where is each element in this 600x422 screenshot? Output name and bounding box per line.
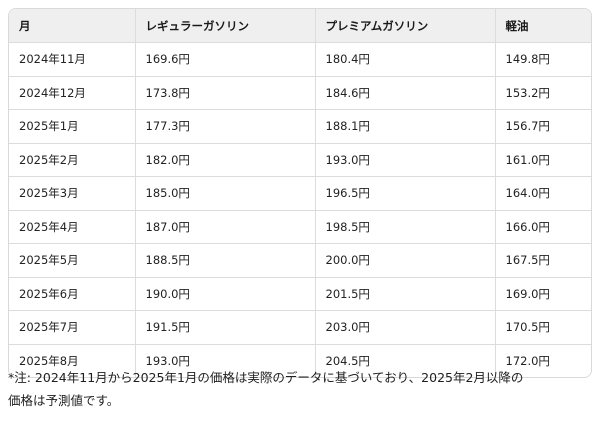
cell-diesel: 166.0円: [495, 210, 591, 244]
cell-month: 2025年3月: [9, 176, 136, 211]
cell-regular: 190.0円: [135, 277, 316, 311]
cell-diesel: 153.2円: [495, 76, 591, 110]
cell-diesel: 170.5円: [495, 310, 591, 345]
header-month: 月: [9, 9, 136, 43]
cell-diesel: 164.0円: [495, 176, 591, 211]
cell-diesel: 169.0円: [495, 277, 591, 311]
table-row: 2025年1月 177.3円 188.1円 156.7円: [9, 109, 591, 144]
footnote: *注: 2024年11月から2025年1月の価格は実際のデータに基づいており、2…: [8, 366, 594, 412]
cell-premium: 184.6円: [315, 76, 496, 110]
table-row: 2025年2月 182.0円 193.0円 161.0円: [9, 143, 591, 177]
cell-month: 2024年12月: [9, 76, 136, 110]
cell-regular: 188.5円: [135, 243, 316, 278]
cell-diesel: 172.0円: [495, 344, 591, 377]
table-row: 2025年5月 188.5円 200.0円 167.5円: [9, 243, 591, 278]
footnote-line-1: *注: 2024年11月から2025年1月の価格は実際のデータに基づいており、2…: [8, 370, 524, 385]
cell-regular: 185.0円: [135, 176, 316, 211]
cell-regular: 193.0円: [135, 344, 316, 377]
cell-month: 2024年11月: [9, 42, 136, 77]
cell-premium: 180.4円: [315, 42, 496, 77]
cell-premium: 200.0円: [315, 243, 496, 278]
cell-month: 2025年7月: [9, 310, 136, 345]
table-row: 2025年6月 190.0円 201.5円 169.0円: [9, 277, 591, 311]
cell-premium: 204.5円: [315, 344, 496, 377]
cell-regular: 169.6円: [135, 42, 316, 77]
cell-regular: 177.3円: [135, 109, 316, 144]
cell-premium: 198.5円: [315, 210, 496, 244]
cell-month: 2025年5月: [9, 243, 136, 278]
cell-diesel: 156.7円: [495, 109, 591, 144]
cell-regular: 173.8円: [135, 76, 316, 110]
footnote-line-2: 価格は予測値です。: [8, 393, 120, 408]
table-row: 2025年3月 185.0円 196.5円 164.0円: [9, 176, 591, 211]
table-row: 2024年12月 173.8円 184.6円 153.2円: [9, 76, 591, 110]
cell-premium: 203.0円: [315, 310, 496, 345]
cell-regular: 187.0円: [135, 210, 316, 244]
cell-diesel: 167.5円: [495, 243, 591, 278]
header-premium-gasoline: プレミアムガソリン: [315, 9, 496, 43]
table-row: 2025年4月 187.0円 198.5円 166.0円: [9, 210, 591, 244]
cell-diesel: 149.8円: [495, 42, 591, 77]
cell-premium: 193.0円: [315, 143, 496, 177]
cell-month: 2025年8月: [9, 344, 136, 377]
table-row: 2025年7月 191.5円 203.0円 170.5円: [9, 310, 591, 345]
cell-month: 2025年2月: [9, 143, 136, 177]
header-diesel: 軽油: [495, 9, 591, 43]
cell-month: 2025年1月: [9, 109, 136, 144]
cell-premium: 196.5円: [315, 176, 496, 211]
cell-regular: 182.0円: [135, 143, 316, 177]
cell-month: 2025年4月: [9, 210, 136, 244]
table-header-row: 月 レギュラーガソリン プレミアムガソリン 軽油: [9, 9, 591, 43]
cell-regular: 191.5円: [135, 310, 316, 345]
header-regular-gasoline: レギュラーガソリン: [135, 9, 316, 43]
fuel-price-table: 月 レギュラーガソリン プレミアムガソリン 軽油 2024年11月 169.6円…: [9, 9, 591, 377]
cell-month: 2025年6月: [9, 277, 136, 311]
table-row: 2024年11月 169.6円 180.4円 149.8円: [9, 42, 591, 77]
price-table-container: 月 レギュラーガソリン プレミアムガソリン 軽油 2024年11月 169.6円…: [8, 8, 592, 378]
cell-premium: 201.5円: [315, 277, 496, 311]
table-row: 2025年8月 193.0円 204.5円 172.0円: [9, 344, 591, 377]
cell-diesel: 161.0円: [495, 143, 591, 177]
cell-premium: 188.1円: [315, 109, 496, 144]
